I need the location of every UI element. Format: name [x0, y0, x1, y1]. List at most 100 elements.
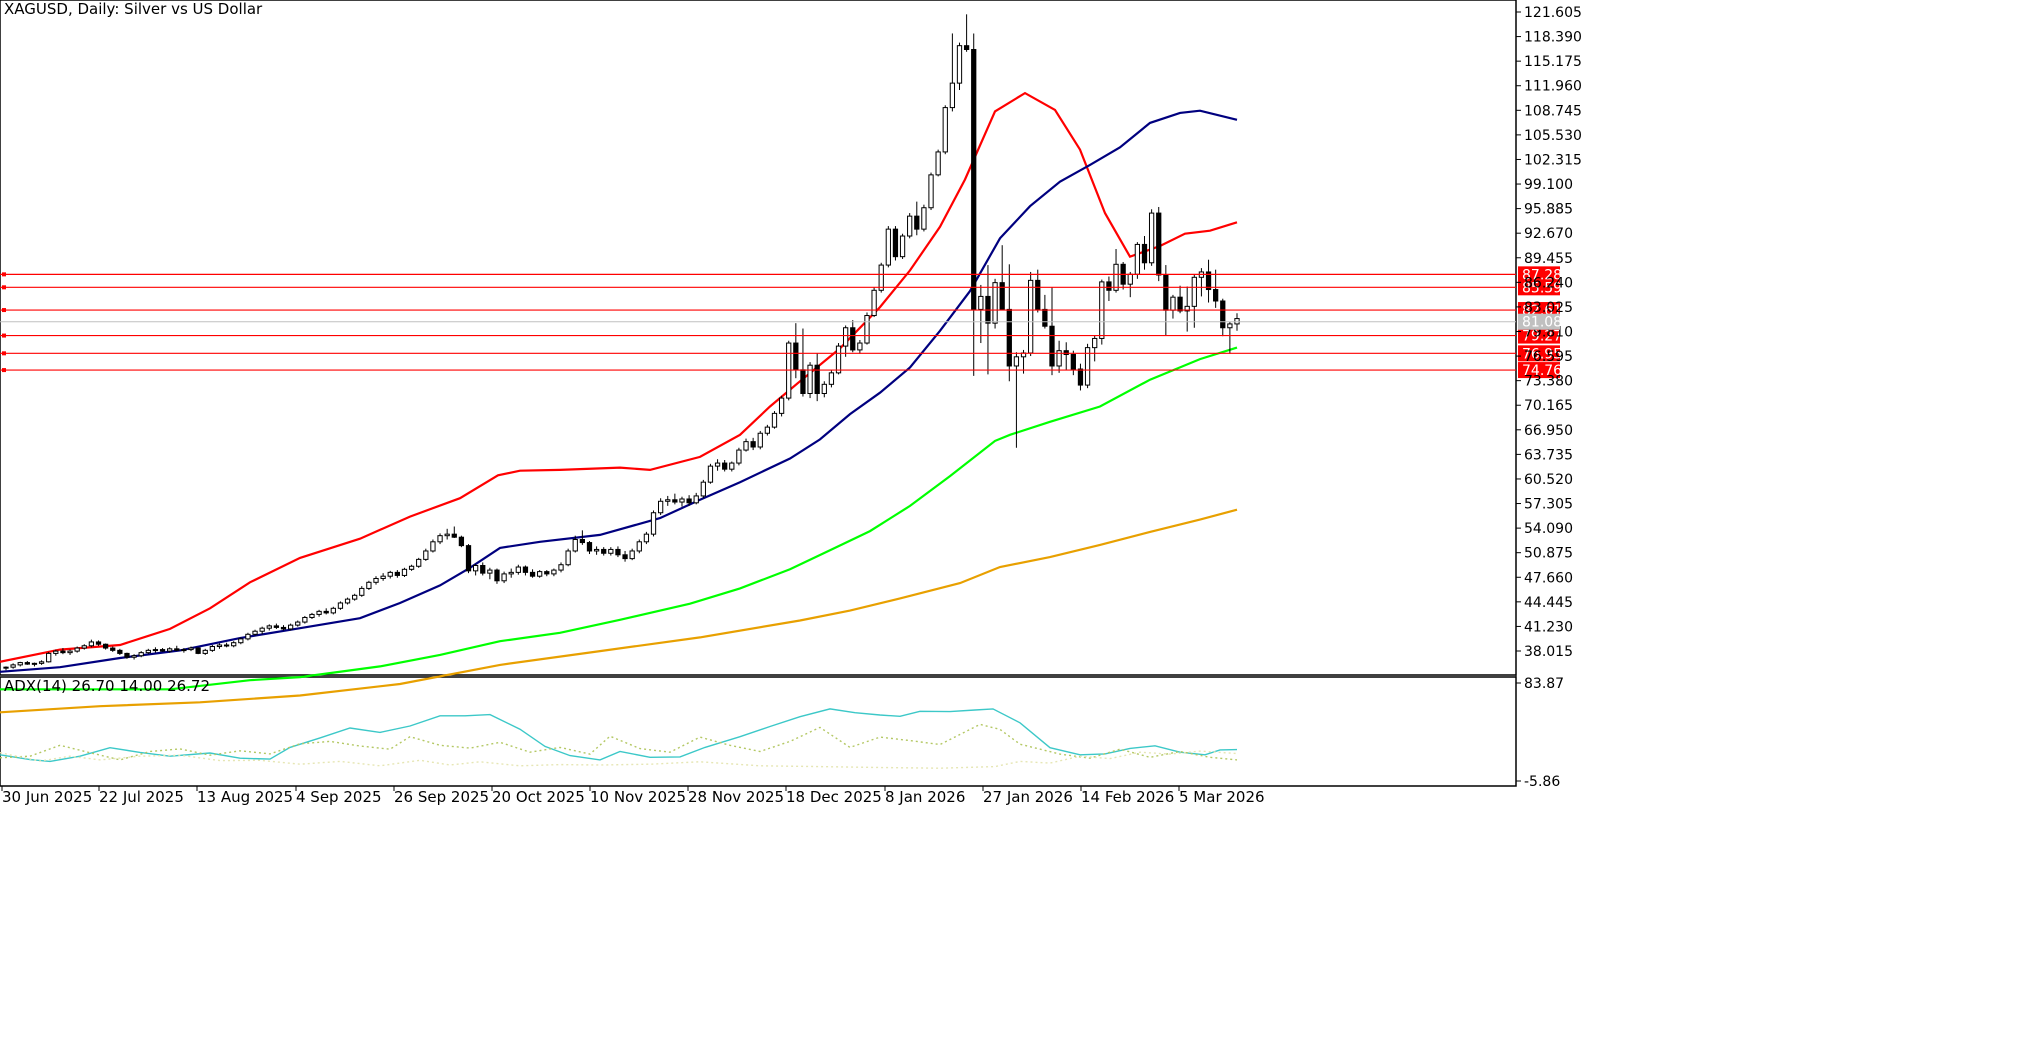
candle-body [821, 383, 827, 394]
candle-body [451, 533, 457, 538]
candle-body [352, 594, 358, 600]
candle-body [46, 652, 52, 663]
candle-body [892, 228, 899, 258]
price-tick-label: 47.660 [1524, 570, 1573, 586]
time-tick-label: 18 Dec 2025 [786, 788, 882, 806]
candle-body [174, 648, 180, 651]
candle-body [714, 462, 721, 467]
price-tick-label: 57.305 [1524, 497, 1573, 513]
candle-body [949, 82, 956, 109]
price-tick-label: 70.165 [1524, 398, 1573, 414]
candle-body [928, 174, 934, 209]
candle-body [430, 541, 436, 552]
price-tick-label: 99.100 [1524, 177, 1573, 193]
level-box [1518, 345, 1560, 362]
candle-body [1156, 212, 1162, 276]
level-anchor[interactable] [2, 308, 6, 313]
candle-body [1184, 305, 1190, 312]
time-tick-label: 27 Jan 2026 [983, 788, 1073, 806]
level-box [1518, 266, 1560, 283]
time-tick-label: 22 Jul 2025 [99, 788, 184, 806]
level-anchor[interactable] [2, 351, 6, 356]
price-tick-label: 73.380 [1524, 374, 1573, 390]
candle-body [309, 613, 315, 618]
candle-body [971, 48, 977, 310]
candle-body [1213, 289, 1219, 302]
price-tick-label: 89.455 [1524, 251, 1573, 267]
level-anchor[interactable] [2, 368, 6, 373]
candle-body [316, 610, 322, 615]
candle-body [544, 571, 550, 575]
candle-body [1084, 347, 1091, 386]
candle-body [17, 662, 23, 666]
price-tick-label: 50.875 [1524, 546, 1573, 562]
candle-body [729, 462, 735, 470]
candle-body [1205, 271, 1212, 291]
moving-averages [0, 91, 1238, 714]
candle-body [266, 625, 272, 629]
candle-body [615, 548, 621, 556]
candle-body [252, 630, 258, 635]
candle-body [800, 369, 806, 394]
candle-body [337, 602, 344, 609]
candle-body [31, 662, 38, 665]
candle-body [373, 577, 379, 583]
price-tick-label: 60.520 [1524, 472, 1573, 488]
candle-body [537, 571, 543, 577]
candle-body [622, 554, 628, 560]
candle-body [81, 645, 87, 649]
price-tick-label: 105.530 [1524, 128, 1582, 144]
candle-body [359, 587, 365, 596]
candle-body [593, 548, 600, 552]
candle-body [558, 564, 564, 571]
candle-body [1042, 308, 1048, 327]
candle-body [629, 550, 635, 560]
price-tick-label: 66.950 [1524, 423, 1573, 439]
level-anchor[interactable] [2, 285, 6, 290]
candle-body [138, 652, 144, 657]
candle-body [636, 541, 642, 552]
candle-body [159, 649, 166, 652]
level-label: 85.590 [1522, 280, 1571, 296]
candle-body [586, 542, 593, 552]
candles [3, 14, 1240, 671]
candle-body [693, 495, 699, 504]
candle-body [152, 649, 159, 652]
candle-body [480, 564, 486, 574]
time-axis: 30 Jun 2025 22 Jul 2025 13 Aug 2025 4 Sep 2… [1, 786, 1265, 806]
candle-body [579, 539, 585, 544]
level-anchor[interactable] [2, 272, 6, 277]
candle-body [771, 412, 778, 428]
candle-body [551, 569, 557, 575]
level-anchor[interactable] [2, 333, 6, 338]
candle-body [209, 646, 215, 651]
candle-body [522, 566, 529, 573]
candle-body [743, 441, 749, 451]
candle-body [3, 666, 9, 669]
candle-body [188, 647, 194, 651]
candle-body [871, 289, 877, 317]
candle-body [700, 481, 706, 497]
candle-body [1163, 274, 1169, 311]
candle-body [74, 647, 80, 652]
level-box [1518, 279, 1560, 296]
candle-body [878, 264, 884, 291]
time-tick-label: 4 Sep 2025 [296, 788, 382, 806]
candle-body [707, 465, 714, 483]
price-tick-label: 38.015 [1524, 644, 1573, 660]
candle-body [608, 548, 614, 554]
price-tick-label: 118.390 [1524, 30, 1582, 46]
candle-body [387, 571, 393, 577]
candle-body [302, 616, 308, 623]
candle-body [323, 610, 329, 614]
candle-body [601, 548, 607, 554]
candle-body [124, 652, 130, 658]
candle-body [95, 641, 102, 645]
adx-series-line [0, 708, 1238, 763]
candle-body [366, 581, 372, 589]
candle-body [942, 107, 948, 153]
price-tick-label: 76.595 [1524, 349, 1573, 365]
candle-body [999, 282, 1005, 310]
